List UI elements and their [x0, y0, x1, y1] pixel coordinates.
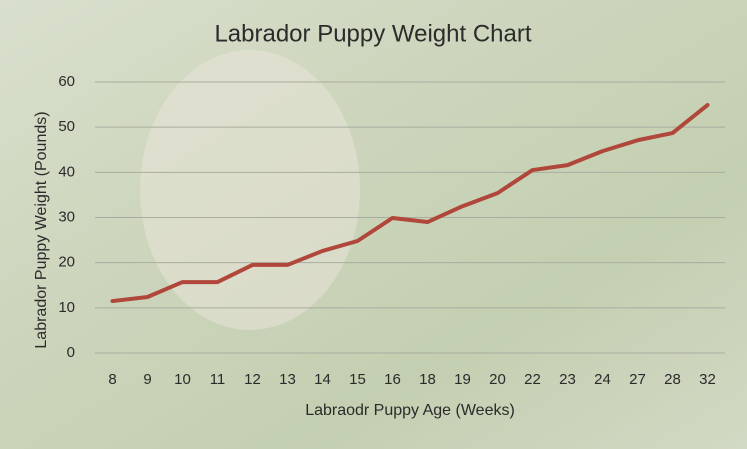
y-axis-label: Labrador Puppy Weight (Pounds): [33, 111, 50, 348]
x-tick-label: 12: [244, 371, 261, 388]
x-tick-label: 13: [279, 371, 296, 388]
y-tick-label: 40: [58, 163, 75, 180]
x-tick-label: 20: [489, 371, 506, 388]
x-tick-label: 19: [454, 371, 471, 388]
x-axis-label: Labraodr Puppy Age (Weeks): [305, 402, 515, 419]
x-tick-label: 28: [664, 371, 681, 388]
x-tick-label: 18: [419, 371, 436, 388]
y-tick-label: 0: [67, 344, 75, 361]
x-tick-label: 24: [594, 371, 611, 388]
y-tick-label: 10: [58, 299, 75, 316]
chart-title: Labrador Puppy Weight Chart: [214, 20, 531, 47]
y-tick-label: 30: [58, 208, 75, 225]
y-tick-label: 50: [58, 118, 75, 135]
x-tick-label: 11: [210, 371, 226, 388]
x-tick-label: 32: [699, 371, 716, 388]
x-tick-label: 8: [108, 371, 116, 388]
x-tick-label: 10: [174, 371, 191, 388]
y-tick-label: 60: [58, 73, 75, 90]
x-tick-label: 15: [349, 371, 366, 388]
x-tick-label: 27: [629, 371, 646, 388]
x-tick-label: 22: [524, 371, 541, 388]
x-tick-label: 16: [384, 371, 401, 388]
x-tick-label: 9: [143, 371, 151, 388]
data-line: [110, 103, 710, 304]
x-tick-label: 14: [314, 371, 331, 388]
y-tick-label: 20: [58, 254, 75, 271]
x-tick-label: 23: [559, 371, 576, 388]
